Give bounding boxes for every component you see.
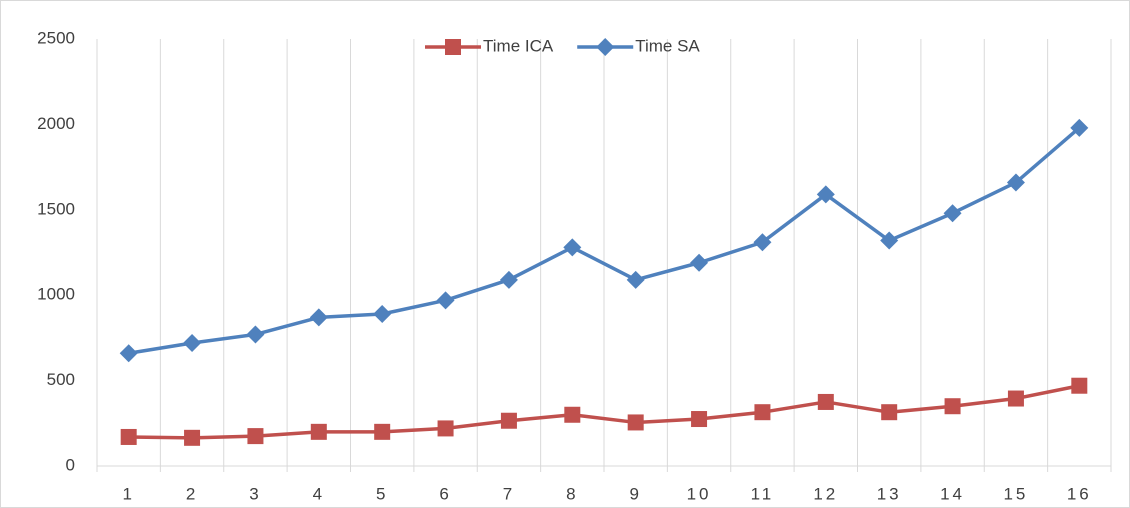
legend-marker [596,38,615,56]
marker [944,398,961,415]
x-tick-label: 11 [751,484,775,503]
marker [119,344,138,363]
marker [690,253,709,272]
y-tick-label: 1500 [37,199,75,218]
x-tick-label: 4 [313,484,325,503]
marker [754,404,771,421]
marker [817,393,834,410]
legend-label: Time SA [635,36,700,55]
x-tick-label: 13 [877,484,902,503]
marker [437,420,454,437]
marker [881,404,898,421]
x-tick-label: 9 [629,484,641,503]
x-tick-label: 16 [1067,484,1092,503]
marker [626,270,645,289]
marker [1007,390,1024,407]
marker [564,406,581,423]
marker [309,308,328,327]
x-tick-label: 8 [566,484,578,503]
marker [310,423,327,440]
y-tick-label: 500 [47,370,75,389]
marker [816,185,835,204]
marker [183,334,202,353]
marker [499,270,518,289]
marker [500,412,517,429]
y-tick-label: 0 [66,455,75,474]
marker [247,428,264,445]
marker [246,325,265,344]
x-tick-label: 6 [439,484,451,503]
x-tick-label: 2 [186,484,198,503]
marker [691,411,708,428]
legend-marker [445,39,461,55]
x-tick-label: 1 [122,484,134,503]
marker [1071,377,1088,394]
y-tick-label: 2000 [37,114,75,133]
marker [880,231,899,250]
series-line [128,126,1081,355]
marker [563,238,582,257]
marker [1070,118,1089,137]
marker [943,204,962,223]
x-tick-label: 10 [687,484,712,503]
y-tick-label: 1000 [37,285,75,304]
x-tick-label: 5 [376,484,388,503]
y-tick-label: 2500 [37,28,75,47]
marker [374,423,391,440]
x-tick-label: 7 [503,484,515,503]
series-line [128,384,1080,440]
x-tick-label: 15 [1003,484,1028,503]
marker [627,414,644,431]
marker [120,428,137,445]
marker [1006,173,1025,192]
legend-label: Time ICA [483,36,554,55]
marker [436,291,455,310]
marker [373,304,392,323]
x-tick-label: 3 [249,484,261,503]
x-tick-label: 14 [940,484,965,503]
marker [184,429,201,446]
x-tick-label: 12 [813,484,838,503]
marker [753,233,772,252]
